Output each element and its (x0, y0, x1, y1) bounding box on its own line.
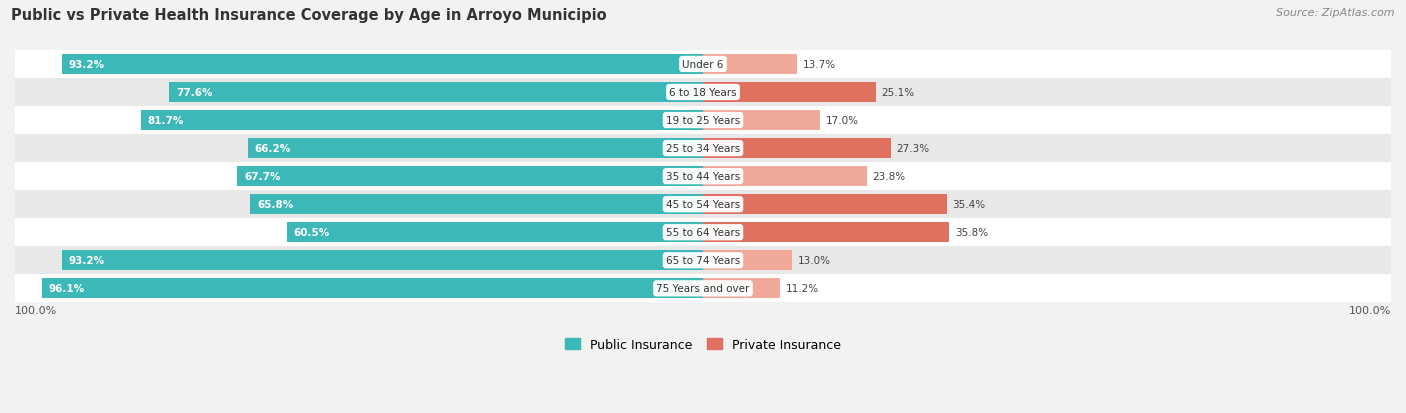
Bar (703, 139, 891, 159)
Text: Public vs Private Health Insurance Coverage by Age in Arroyo Municipio: Public vs Private Health Insurance Cover… (11, 8, 607, 23)
Bar (703, 166, 866, 187)
Text: 6 to 18 Years: 6 to 18 Years (669, 88, 737, 98)
Bar (703, 251, 793, 271)
Legend: Public Insurance, Private Insurance: Public Insurance, Private Insurance (560, 333, 846, 356)
Text: 11.2%: 11.2% (786, 284, 818, 294)
Bar (15, 79, 1391, 107)
Bar (15, 51, 1391, 79)
Text: 93.2%: 93.2% (69, 60, 105, 70)
Text: 96.1%: 96.1% (49, 284, 84, 294)
Text: 45 to 54 Years: 45 to 54 Years (666, 200, 740, 210)
Bar (15, 107, 1391, 135)
Text: 17.0%: 17.0% (825, 116, 859, 126)
Bar (703, 83, 876, 103)
Text: 25.1%: 25.1% (882, 88, 914, 98)
Bar (169, 83, 703, 103)
Bar (703, 223, 949, 243)
Bar (703, 278, 780, 299)
Bar (247, 139, 703, 159)
Text: 75 Years and over: 75 Years and over (657, 284, 749, 294)
Text: 19 to 25 Years: 19 to 25 Years (666, 116, 740, 126)
Text: 35 to 44 Years: 35 to 44 Years (666, 172, 740, 182)
Text: 81.7%: 81.7% (148, 116, 184, 126)
Text: 13.0%: 13.0% (799, 256, 831, 266)
Bar (62, 55, 703, 75)
Text: 35.8%: 35.8% (955, 228, 988, 237)
Bar (42, 278, 703, 299)
Text: Source: ZipAtlas.com: Source: ZipAtlas.com (1277, 8, 1395, 18)
Text: 93.2%: 93.2% (69, 256, 105, 266)
Text: 100.0%: 100.0% (1348, 305, 1391, 316)
Bar (15, 191, 1391, 218)
Bar (15, 163, 1391, 191)
Text: 35.4%: 35.4% (952, 200, 986, 210)
Text: 65 to 74 Years: 65 to 74 Years (666, 256, 740, 266)
Text: 65.8%: 65.8% (257, 200, 294, 210)
Text: 66.2%: 66.2% (254, 144, 291, 154)
Bar (15, 247, 1391, 275)
Bar (703, 111, 820, 131)
Text: 100.0%: 100.0% (15, 305, 58, 316)
Bar (703, 55, 797, 75)
Bar (15, 135, 1391, 163)
Bar (62, 251, 703, 271)
Text: 55 to 64 Years: 55 to 64 Years (666, 228, 740, 237)
Text: 23.8%: 23.8% (872, 172, 905, 182)
Bar (238, 166, 703, 187)
Bar (15, 218, 1391, 247)
Text: 67.7%: 67.7% (245, 172, 281, 182)
Text: 25 to 34 Years: 25 to 34 Years (666, 144, 740, 154)
Text: 60.5%: 60.5% (294, 228, 330, 237)
Text: 27.3%: 27.3% (897, 144, 929, 154)
Text: Under 6: Under 6 (682, 60, 724, 70)
Text: 13.7%: 13.7% (803, 60, 837, 70)
Text: 77.6%: 77.6% (176, 88, 212, 98)
Bar (141, 111, 703, 131)
Bar (250, 195, 703, 215)
Bar (703, 195, 946, 215)
Bar (15, 275, 1391, 303)
Bar (287, 223, 703, 243)
